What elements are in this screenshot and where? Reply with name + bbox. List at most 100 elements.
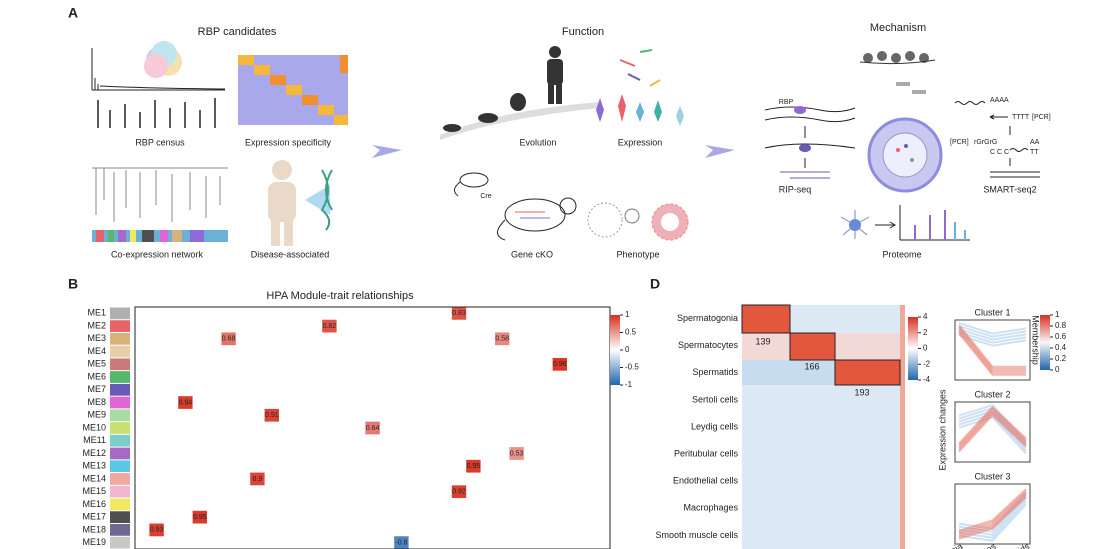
heat-cell [250,472,265,486]
colorbar-label: 0.4 [1055,343,1067,352]
clusters: Cluster 1 Cluster 2 Cluster 3 onia cytes atid… [944,307,1031,549]
heat-cell [394,536,409,549]
module-swatch [110,536,130,549]
section-title: Mechanism [870,22,926,34]
x-label: atids [1010,541,1032,549]
colorbar-label: 2 [923,328,928,337]
cluster-line [958,496,1027,540]
cell-label: 0.95 [467,463,481,470]
heatmap-d-labels: Spermatogonia Spermatocytes Spermatids Sert… [655,310,1066,540]
cluster-title: Cluster 2 [974,389,1010,399]
cell-label: 0.83 [452,310,466,317]
module-swatch [110,345,130,358]
human-silhouette [268,160,333,246]
module-swatch [110,409,130,422]
panel-label: A [68,5,78,21]
cluster-title: Cluster 1 [974,307,1010,317]
caption: Phenotype [616,249,659,259]
cell-label: 0.93 [150,527,164,534]
heat-cell [192,510,207,524]
x-label: cytes [974,541,998,549]
colorbar [908,317,918,380]
membership-colorbar [1040,315,1050,370]
network-dendrogram [92,167,228,222]
module-swatch [110,473,130,485]
row-label: ME4 [87,346,106,356]
row-label: ME15 [82,486,106,496]
smartseq-illustration [954,101,1040,178]
cluster-line [958,407,1027,447]
caption: Proteome [882,249,921,259]
seq-text: TT [1030,149,1039,156]
caption: Disease-associated [251,249,330,259]
row-label: ME2 [87,320,106,330]
cluster-line [958,490,1027,534]
cell-label: 0.91 [265,412,279,419]
colorbar-label: 0 [923,344,928,353]
seq-text: AAAA [990,97,1009,104]
cluster-line [958,413,1027,453]
colorbar-label: 0.2 [1055,354,1067,363]
row-label: ME5 [87,359,106,369]
heat-cell [451,307,467,320]
heat-cell [365,421,380,435]
module-swatch [110,511,130,524]
heat-cell [466,459,481,473]
count-label: 166 [804,361,819,371]
specificity-heatmap [238,55,348,125]
panel-label: D [650,276,660,292]
row-label: ME7 [87,384,106,394]
census-illustration [91,48,226,128]
module-swatch [110,371,130,383]
cell-label: 0.82 [323,323,337,330]
caption: Expression [618,137,663,147]
colorbar-label: -4 [923,375,931,384]
row-label: ME14 [82,473,106,483]
heat-cell [178,396,193,409]
cluster-line [958,328,1027,341]
colorbar-label: -2 [923,359,931,368]
row-label: Peritubular cells [674,448,739,458]
cluster-line [958,494,1027,538]
cluster-line [958,330,1026,374]
heatmap-d [741,304,905,549]
x-label: onia [944,541,964,549]
colorbar-label: -1 [625,380,633,389]
section-title: RBP candidates [198,26,277,38]
seq-text: TTTT [1012,114,1030,121]
row-label: Spermatids [692,367,738,377]
module-swatch [110,498,130,511]
caption: Expression specificity [245,137,332,147]
colorbar-label: 0 [1055,365,1060,374]
heat-cell [221,332,236,346]
row-label: ME16 [82,499,106,509]
heat-cell [451,485,467,499]
cluster-line [958,409,1027,449]
cell-illustration [867,117,943,193]
heatmap-title: HPA Module-trait relationships [266,290,414,302]
evolution-illustration [440,46,600,140]
module-swatch [110,383,130,396]
caption: Gene cKO [511,249,553,259]
row-label: ME10 [82,422,106,432]
cluster-line [958,326,1026,370]
cluster-line [958,411,1027,451]
module-bar [92,230,228,242]
heat-cell [495,332,510,346]
proteome-illustration [840,205,970,241]
cluster-line [958,492,1027,536]
cluster-line [958,324,1026,368]
section-title: Function [562,26,604,38]
count-label: 193 [854,387,869,397]
cluster-line [958,325,1027,338]
arrow [705,145,735,158]
row-label: Spermatogonia [677,313,738,323]
mouse-illustration [454,172,577,241]
colorbar-label: 1 [1055,310,1060,319]
module-swatch [110,307,130,320]
row-label: Macrophages [683,503,738,513]
seq-text: rGrGrG [974,139,997,146]
cluster-line [958,332,1026,376]
row-label: ME11 [83,435,106,445]
colorbar-label: 0.6 [1055,332,1067,341]
